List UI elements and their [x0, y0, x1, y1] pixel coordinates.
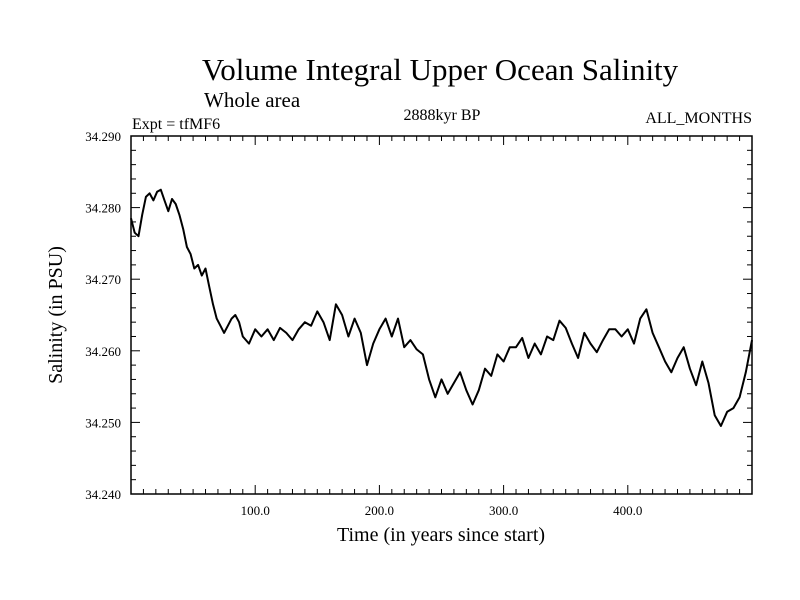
months-label: ALL_MONTHS: [645, 110, 752, 127]
y-tick-label: 34.290: [85, 129, 121, 144]
x-tick-label: 100.0: [241, 503, 270, 518]
y-tick-label: 34.280: [85, 201, 121, 216]
period-label: 2888kyr BP: [404, 107, 481, 124]
chart-title: Volume Integral Upper Ocean Salinity: [202, 52, 679, 87]
chart-subtitle: Whole area: [204, 88, 301, 112]
x-tick-label: 200.0: [365, 503, 394, 518]
y-axis-tick-labels: 34.240 34.250 34.260 34.270 34.280 34.290: [85, 129, 121, 502]
experiment-label: Expt = tfMF6: [132, 116, 220, 133]
x-axis-tick-labels: 100.0 200.0 300.0 400.0: [241, 503, 643, 518]
y-tick-label: 34.250: [85, 415, 121, 430]
salinity-series-line: [130, 188, 753, 427]
y-axis-ticks: [131, 149, 752, 481]
x-tick-label: 300.0: [489, 503, 518, 518]
x-tick-label: 400.0: [613, 503, 642, 518]
x-axis-label: Time (in years since start): [337, 524, 545, 546]
x-axis-ticks: [142, 136, 741, 494]
y-tick-label: 34.260: [85, 344, 121, 359]
y-tick-label: 34.240: [85, 487, 121, 502]
y-tick-label: 34.270: [85, 272, 121, 287]
y-axis-label: Salinity (in PSU): [45, 246, 67, 384]
plot-frame: [130, 135, 753, 495]
